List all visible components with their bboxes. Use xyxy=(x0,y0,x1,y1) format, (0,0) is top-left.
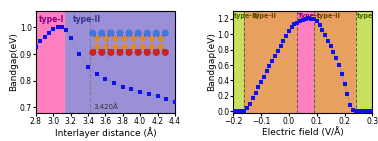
Y-axis label: Bandgap(eV): Bandgap(eV) xyxy=(9,33,18,92)
Text: Type-I: Type-I xyxy=(298,13,320,19)
Bar xyxy=(245,11,297,113)
Text: type-III: type-III xyxy=(357,13,378,19)
Bar xyxy=(297,11,314,113)
Bar xyxy=(356,11,372,113)
Text: type-III: type-III xyxy=(234,13,260,19)
Text: 3.420Å: 3.420Å xyxy=(93,103,118,110)
Text: type-II: type-II xyxy=(73,15,101,24)
Text: type-I: type-I xyxy=(39,15,64,24)
X-axis label: Interlayer distance (Å): Interlayer distance (Å) xyxy=(54,127,156,138)
Bar xyxy=(233,11,245,113)
Text: type-II: type-II xyxy=(317,13,341,19)
Text: type-II: type-II xyxy=(253,13,277,19)
Bar xyxy=(36,11,64,113)
X-axis label: Electric field (V/Å): Electric field (V/Å) xyxy=(262,127,344,137)
Y-axis label: Bandgap(eV): Bandgap(eV) xyxy=(207,33,215,92)
Bar xyxy=(314,11,356,113)
